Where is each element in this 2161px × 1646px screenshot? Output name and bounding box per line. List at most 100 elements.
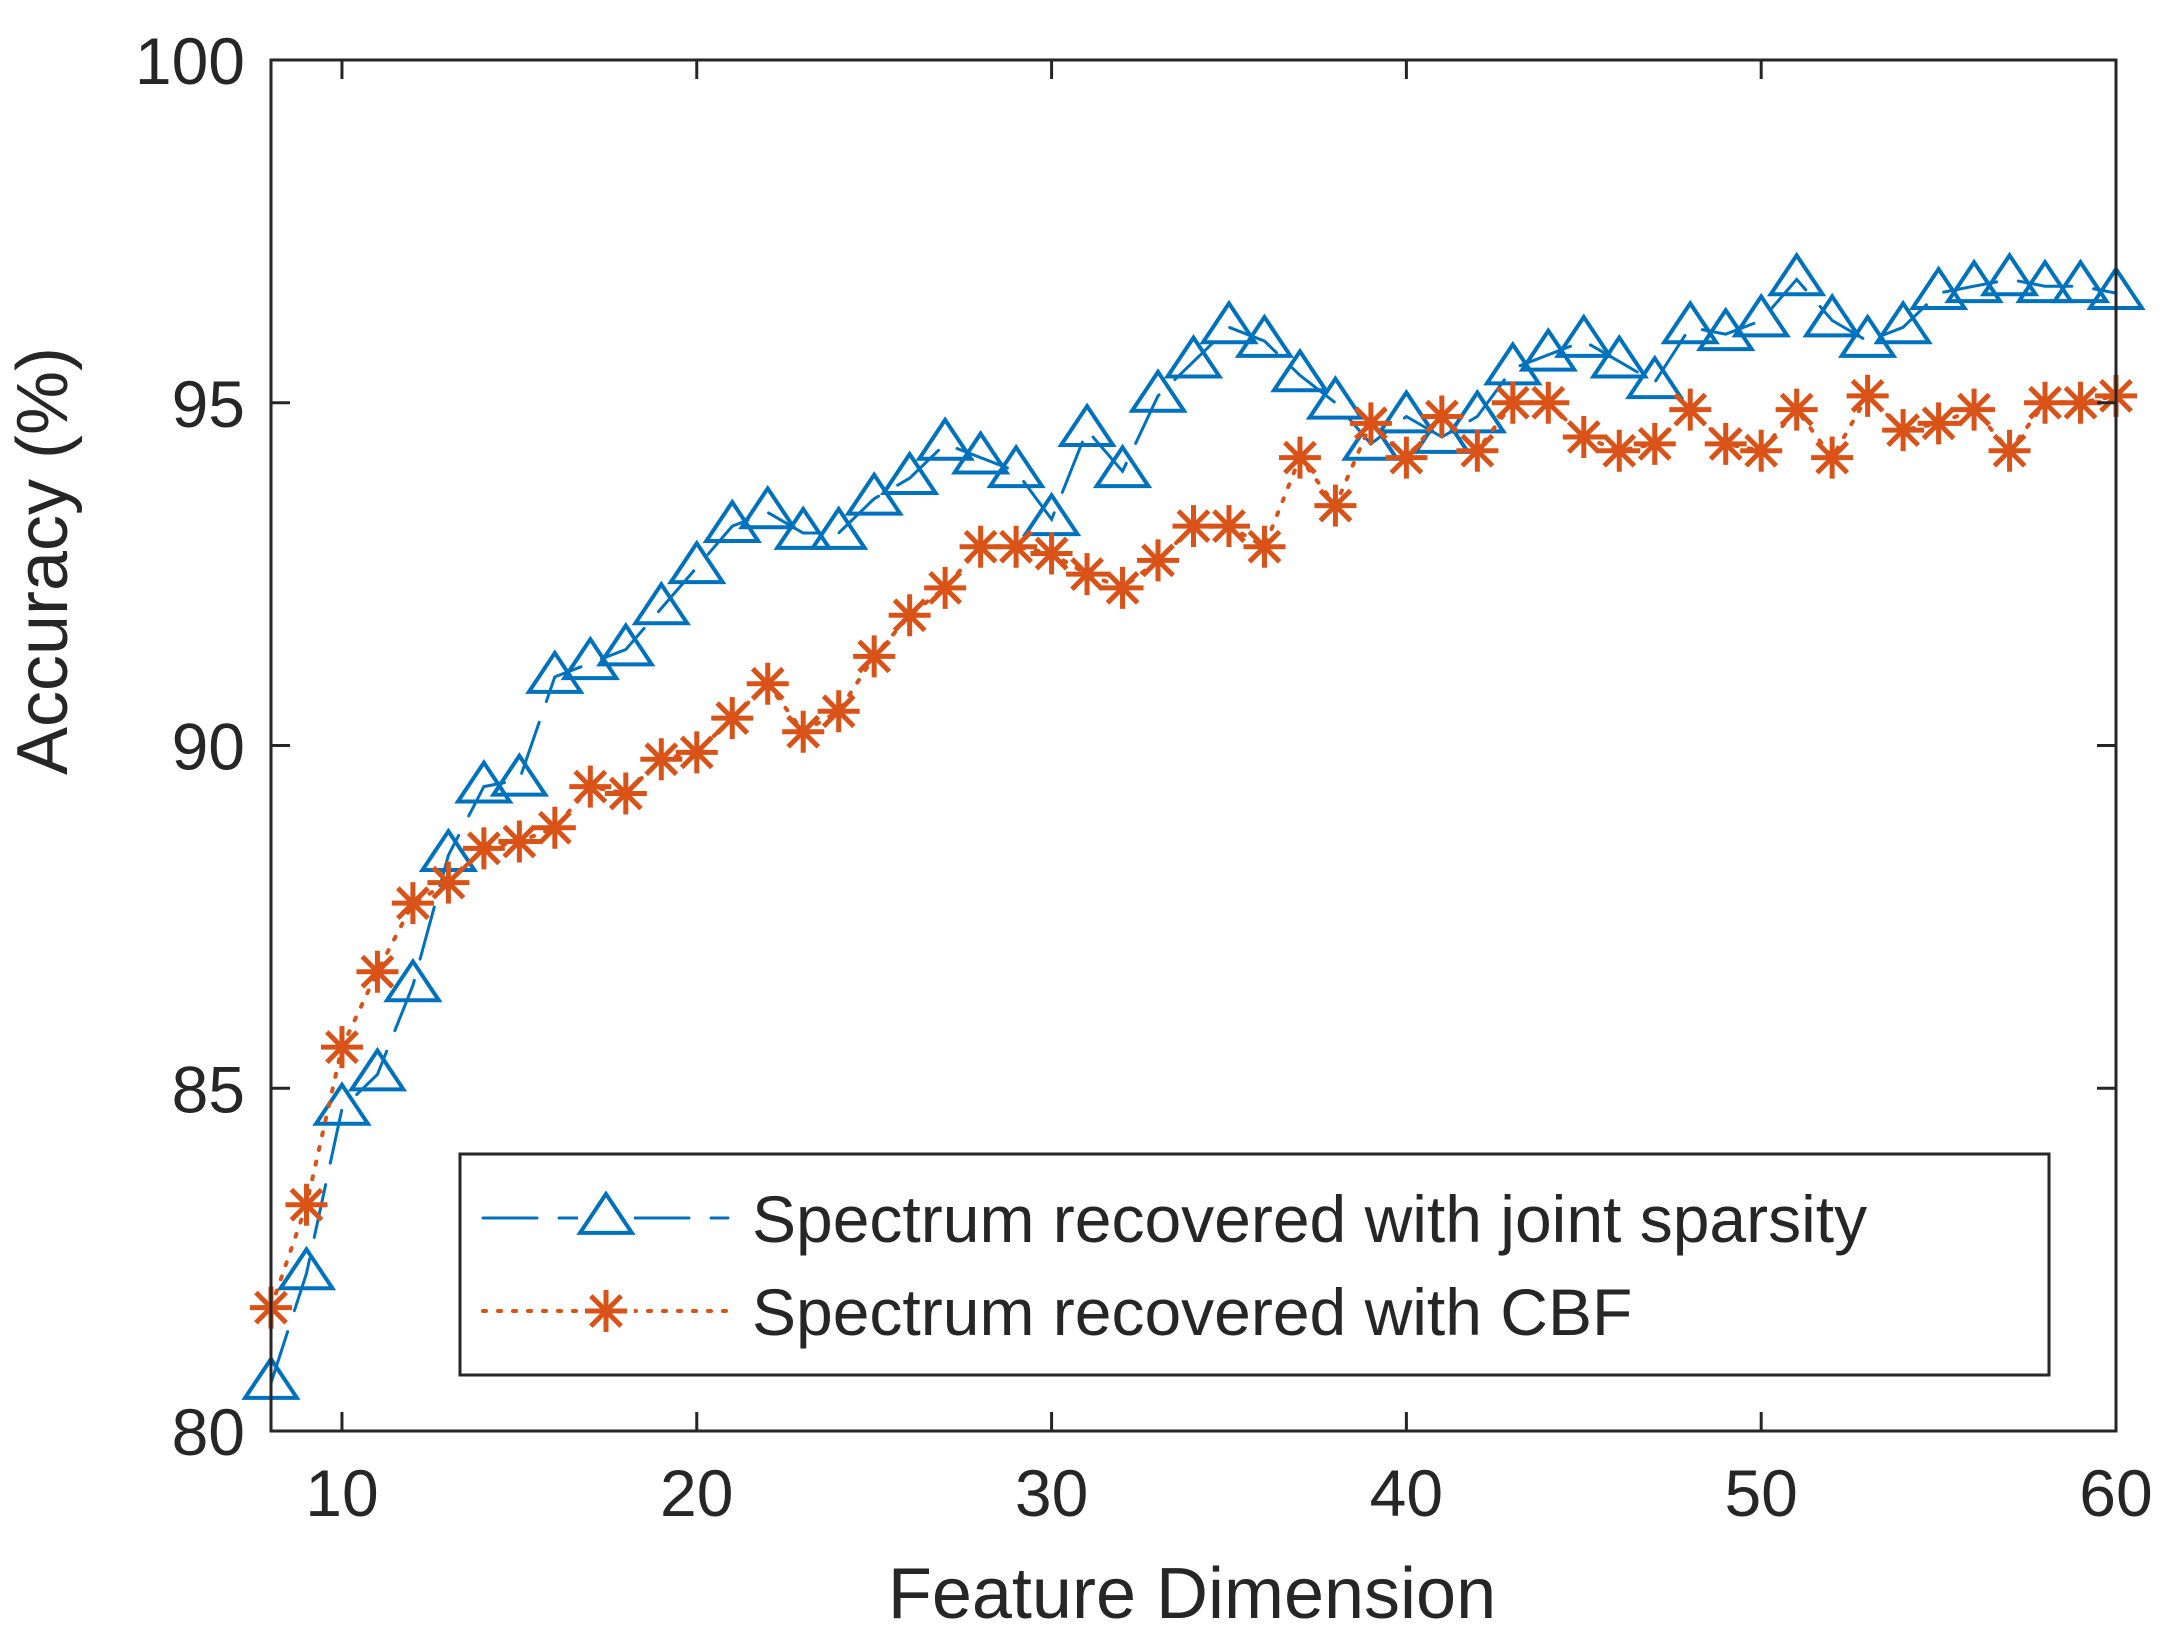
data-point (427, 861, 470, 904)
x-tick-label: 50 (1724, 1456, 1797, 1530)
data-point (1953, 388, 1996, 431)
data-point (1030, 532, 1073, 575)
legend: Spectrum recovered with joint sparsity S… (458, 1152, 2051, 1377)
data-point (320, 1026, 363, 1069)
x-tick-label: 60 (2079, 1456, 2152, 1530)
data-point (924, 566, 967, 609)
data-point (1057, 402, 1117, 448)
y-tick-label: 95 (172, 367, 245, 441)
data-point (1917, 402, 1960, 445)
data-point (915, 416, 975, 461)
data-point (1598, 429, 1641, 472)
data-point (1633, 422, 1676, 465)
data-point (1066, 553, 1109, 596)
data-point (1101, 566, 1144, 609)
data-point (285, 1183, 328, 1226)
data-point (959, 525, 1002, 568)
data-point (1846, 374, 1889, 417)
data-point (1908, 265, 1969, 310)
data-point (853, 635, 896, 678)
data-point (879, 450, 940, 496)
data-point (383, 957, 443, 1003)
data-point (1199, 299, 1259, 345)
y-tick-label: 80 (172, 1395, 245, 1469)
data-point (489, 752, 550, 797)
data-point (1802, 292, 1862, 338)
data-point (347, 1046, 408, 1092)
data-point (1420, 395, 1463, 438)
data-point (1349, 402, 1392, 445)
data-point (1207, 505, 1250, 548)
data-point (817, 690, 860, 733)
data-point (1270, 347, 1330, 393)
data-point (1163, 334, 1224, 379)
data-point (391, 882, 434, 925)
series-cbf (250, 374, 2137, 1329)
data-point (888, 594, 931, 637)
data-point (773, 505, 833, 550)
data-point (276, 1245, 337, 1291)
data-point (1376, 388, 1437, 434)
data-point (1172, 505, 1215, 548)
data-point (950, 429, 1011, 475)
data-point (809, 505, 869, 550)
data-point (2015, 258, 2075, 304)
data-point (711, 697, 754, 740)
data-point (1137, 539, 1180, 582)
data-point (1979, 251, 2040, 297)
data-point (1305, 375, 1366, 420)
series-layer (241, 251, 2146, 1400)
data-point (2024, 381, 2067, 424)
data-point (667, 539, 727, 585)
data-point (454, 759, 514, 804)
data-point (533, 806, 576, 849)
data-point (1554, 313, 1614, 358)
legend-box (458, 1152, 2051, 1377)
legend-sample-joint-sparsity (481, 1184, 730, 1252)
legend-sample-cbf (481, 1277, 730, 1345)
series-line (269, 277, 2118, 1385)
axes-layer: 10 20 30 40 50 60 80 85 90 95 100 (135, 24, 2153, 1530)
data-point (2059, 381, 2102, 424)
data-point (1527, 381, 1570, 424)
x-tick-label: 30 (1015, 1456, 1088, 1530)
data-point (604, 772, 647, 815)
x-tick-label: 20 (660, 1456, 733, 1530)
data-point (596, 621, 656, 667)
data-point (746, 662, 789, 705)
data-point (631, 580, 691, 626)
data-point (1128, 368, 1188, 413)
data-point (1562, 416, 1605, 459)
data-point (569, 765, 612, 808)
data-point (675, 731, 718, 774)
x-tick-label: 40 (1370, 1456, 1443, 1530)
data-point (462, 827, 505, 870)
data-point (1740, 429, 1783, 472)
x-axis-label: Feature Dimension (888, 1554, 1496, 1634)
y-tick-label: 90 (172, 710, 245, 784)
data-point (1456, 429, 1499, 472)
y-axis-label: Accuracy (%) (3, 347, 83, 775)
legend-marker (576, 1190, 636, 1235)
legend-label-joint-sparsity: Spectrum recovered with joint sparsity (752, 1182, 1867, 1256)
data-point (1811, 436, 1854, 479)
legend-marker (585, 1290, 627, 1332)
data-point (1385, 436, 1428, 479)
data-point (1731, 292, 1791, 338)
data-point (1589, 334, 1649, 379)
data-point (498, 820, 541, 863)
data-point (1314, 484, 1357, 527)
data-point (1775, 388, 1818, 431)
data-point (1625, 354, 1685, 400)
series-joint-sparsity (241, 251, 2146, 1400)
data-point (782, 710, 825, 753)
data-point (1669, 388, 1712, 431)
data-point (995, 525, 1038, 568)
data-point (1704, 422, 1747, 465)
data-point (640, 738, 683, 781)
data-point (1882, 409, 1925, 452)
y-tick-label: 100 (135, 24, 245, 98)
legend-label-cbf: Spectrum recovered with CBF (752, 1275, 1632, 1349)
